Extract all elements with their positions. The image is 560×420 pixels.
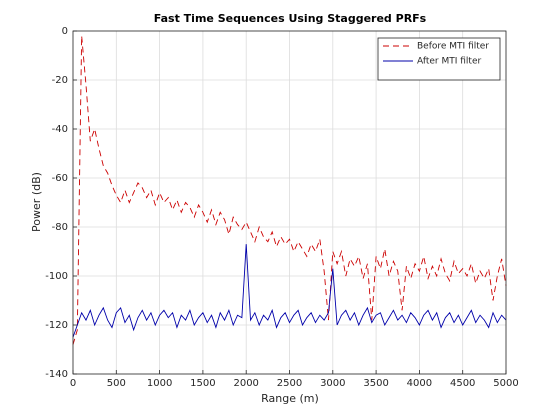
series-line xyxy=(72,35,507,345)
y-tick-label: 0 xyxy=(62,26,68,37)
x-tick-label: 2000 xyxy=(233,378,258,389)
series-line xyxy=(72,244,507,338)
plot-lines xyxy=(72,35,507,345)
x-tick-label: 1500 xyxy=(190,378,215,389)
x-tick-label: 500 xyxy=(107,378,126,389)
y-tick-label: -140 xyxy=(45,369,68,380)
x-axis-label: Range (m) xyxy=(261,392,319,405)
legend: Before MTI filter After MTI filter xyxy=(377,37,501,81)
y-tick-label: -40 xyxy=(52,124,68,135)
x-tick-label: 4500 xyxy=(450,378,475,389)
legend-label: After MTI filter xyxy=(417,57,481,67)
y-tick-label: -120 xyxy=(45,320,68,331)
x-tick-label: 0 xyxy=(70,378,76,389)
x-tick-label: 1000 xyxy=(147,378,172,389)
y-tick-label: -100 xyxy=(45,271,68,282)
chart-title: Fast Time Sequences Using Staggered PRFs xyxy=(154,12,427,25)
x-tick-label: 4000 xyxy=(407,378,432,389)
legend-label: Before MTI filter xyxy=(417,42,489,52)
y-tick-label: -80 xyxy=(52,222,68,233)
x-tick-label: 2500 xyxy=(277,378,302,389)
x-tick-label: 3500 xyxy=(363,378,388,389)
y-tick-label: -60 xyxy=(52,173,68,184)
x-tick-label: 3000 xyxy=(320,378,345,389)
legend-box xyxy=(377,37,501,81)
y-tick-label: -20 xyxy=(52,75,68,86)
y-axis-label: Power (dB) xyxy=(30,172,43,232)
x-tick-label: 5000 xyxy=(493,378,518,389)
